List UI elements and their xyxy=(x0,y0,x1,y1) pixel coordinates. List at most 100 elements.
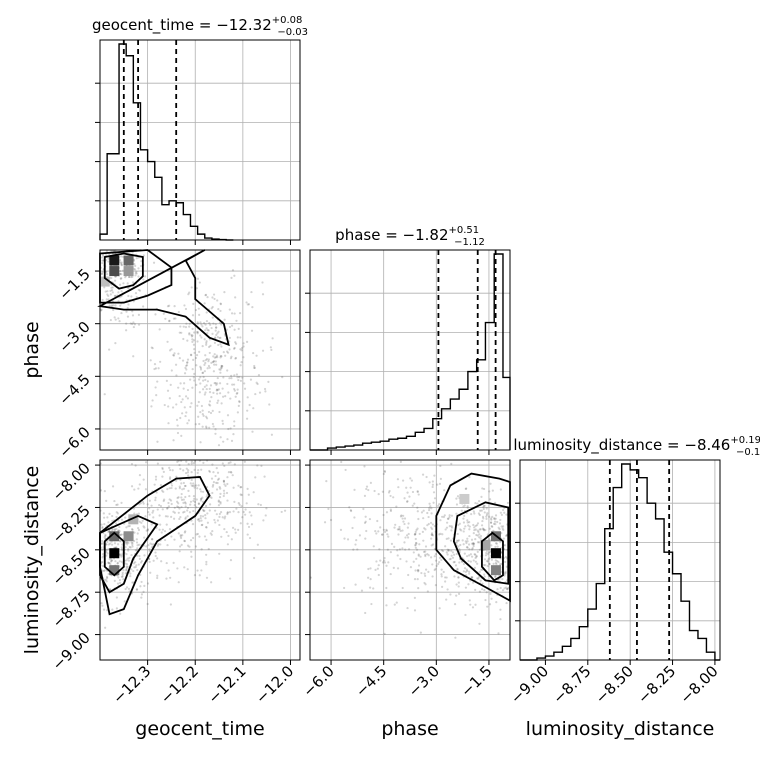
sample-point xyxy=(222,351,225,354)
sample-point xyxy=(493,520,497,523)
sample-point xyxy=(485,513,489,516)
sample-point xyxy=(135,538,138,541)
sample-point xyxy=(145,529,148,532)
sample-point xyxy=(415,548,419,551)
sample-point xyxy=(101,564,105,568)
sample-point xyxy=(468,572,471,575)
sample-point xyxy=(360,589,364,592)
sample-point xyxy=(181,398,184,401)
sample-point xyxy=(226,543,229,546)
sample-point xyxy=(485,591,488,594)
sample-point xyxy=(211,491,214,495)
sample-point xyxy=(154,313,157,316)
sample-point xyxy=(101,604,104,607)
sample-point xyxy=(101,271,104,274)
sample-point xyxy=(235,392,238,395)
sample-point xyxy=(102,569,105,573)
sample-point xyxy=(226,511,229,514)
sample-point xyxy=(209,411,213,415)
sample-point xyxy=(212,481,216,484)
sample-point xyxy=(483,529,486,532)
sample-point xyxy=(206,332,209,335)
sample-point xyxy=(144,515,147,518)
panel-frame-luminosity_distance-luminosity_distance xyxy=(519,459,721,661)
sample-point xyxy=(188,325,191,328)
sample-point xyxy=(108,588,112,591)
sample-point xyxy=(208,509,211,512)
sample-point xyxy=(199,441,202,444)
sample-point xyxy=(410,479,413,482)
sample-point xyxy=(158,328,161,331)
sample-point xyxy=(443,489,446,492)
sample-point xyxy=(131,541,134,545)
sample-point xyxy=(110,286,113,289)
sample-point xyxy=(152,509,155,512)
sample-point xyxy=(447,548,450,552)
sample-point xyxy=(431,485,434,489)
sample-point xyxy=(416,569,419,572)
sample-point xyxy=(213,297,216,301)
sample-point xyxy=(179,382,182,385)
sample-point xyxy=(122,578,125,581)
sample-point xyxy=(504,560,507,564)
sample-point xyxy=(193,351,196,354)
sample-point xyxy=(420,571,423,575)
sample-point xyxy=(243,387,247,390)
sample-point xyxy=(227,534,230,537)
sample-point xyxy=(114,342,117,345)
sample-point xyxy=(107,561,110,564)
sample-point xyxy=(363,465,366,468)
sample-point xyxy=(236,411,239,414)
sample-point xyxy=(382,472,385,476)
sample-point xyxy=(237,528,240,531)
sample-point xyxy=(181,488,184,491)
sample-point xyxy=(197,400,200,404)
y-tick-label: −6.0 xyxy=(55,423,93,461)
sample-point xyxy=(133,268,137,271)
sample-point xyxy=(199,365,202,368)
sample-point xyxy=(479,537,482,540)
sample-point xyxy=(138,520,141,523)
sample-point xyxy=(205,560,208,564)
sample-point xyxy=(480,509,483,512)
sample-point xyxy=(494,542,498,545)
sample-point xyxy=(114,294,117,297)
sample-point xyxy=(192,343,196,346)
sample-point xyxy=(507,587,510,590)
sample-point xyxy=(188,322,191,325)
sample-point xyxy=(211,332,214,335)
sample-point xyxy=(180,482,183,485)
sample-point xyxy=(130,568,133,571)
sample-point xyxy=(215,326,218,329)
sample-point xyxy=(381,561,385,564)
sample-point xyxy=(201,413,204,416)
sample-point xyxy=(126,306,129,310)
sample-point xyxy=(137,528,141,532)
sample-point xyxy=(416,506,419,509)
sample-point xyxy=(465,541,468,545)
sample-point xyxy=(202,509,205,513)
sample-point xyxy=(442,515,445,519)
sample-point xyxy=(173,517,176,520)
sample-point xyxy=(446,548,449,551)
sample-point xyxy=(150,504,153,507)
sample-point xyxy=(490,517,493,520)
sample-point xyxy=(138,289,142,292)
sample-point xyxy=(488,603,492,606)
sample-point xyxy=(420,511,424,514)
sample-point xyxy=(482,487,486,491)
sample-point xyxy=(464,525,467,528)
sample-point xyxy=(478,541,481,544)
sample-point xyxy=(230,471,233,474)
sample-point xyxy=(168,319,171,322)
sample-point xyxy=(215,326,218,329)
sample-point xyxy=(110,559,114,562)
sample-point xyxy=(134,271,137,275)
sample-point xyxy=(478,536,481,539)
sample-point xyxy=(201,345,204,348)
sample-point xyxy=(137,313,141,317)
sample-point xyxy=(183,540,186,543)
sample-point xyxy=(424,554,427,558)
sample-point xyxy=(120,501,123,504)
sample-point xyxy=(478,570,481,573)
